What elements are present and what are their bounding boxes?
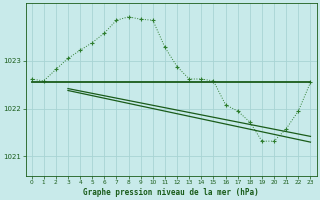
X-axis label: Graphe pression niveau de la mer (hPa): Graphe pression niveau de la mer (hPa) [83,188,259,197]
